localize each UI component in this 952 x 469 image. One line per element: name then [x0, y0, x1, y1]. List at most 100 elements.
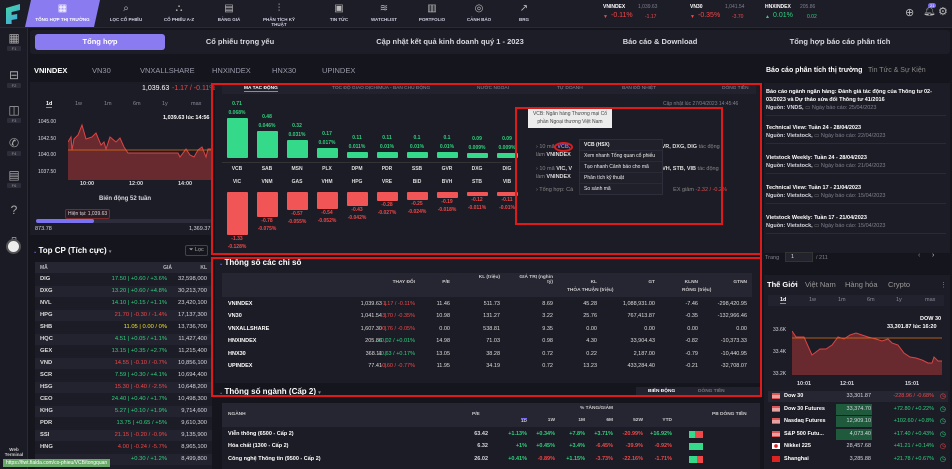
header-period-6m[interactable]: 6M — [606, 418, 613, 423]
toggle-dong-tien[interactable]: DÒNG TIỀN — [698, 389, 725, 394]
header-period-1w[interactable]: 1W — [547, 418, 555, 423]
nav-c-phi-u-a-z[interactable]: ⛬ CỔ PHIẾU A-Z — [155, 0, 203, 27]
report-title[interactable]: Báo cáo ngành ngân hàng: Đánh giá tác độ… — [766, 89, 932, 103]
bar-positive-gvr[interactable] — [436, 152, 458, 158]
bar-negative-vre[interactable] — [376, 192, 398, 202]
sidebar-item-help-icon[interactable]: ? — [0, 203, 28, 217]
alarm-clock-icon[interactable]: ◷ — [939, 456, 946, 463]
period-1y[interactable]: 1y — [162, 101, 168, 107]
period-6m[interactable]: 6m — [133, 101, 141, 107]
nav-ph-n-t-ch-k-thu-t[interactable]: ⫶ PHÂN TÍCH KỸ THUẬT — [255, 0, 303, 27]
table-row[interactable]: SCR 7.59 | +0.30 / +4.1% 10,694,400 — [35, 370, 212, 381]
table-row[interactable]: CEO 24.40 | +0.40 / +1.7% 10,498,300 — [35, 394, 212, 405]
header-period-1m[interactable]: 1M — [578, 418, 585, 423]
impact-tab-2[interactable]: NƯỚC NGOAI — [477, 86, 509, 91]
bell-icon[interactable]: 🔔︎ — [923, 6, 936, 17]
bar-positive-dig[interactable] — [496, 152, 518, 158]
sector-row[interactable]: Hóa chất (1300 - Cấp 2) 6.32 +1% +0.45% +3.4… — [222, 441, 760, 452]
header-period-1d[interactable]: 1D — [520, 418, 527, 424]
index-tab-hnx30[interactable]: HNX30 — [272, 66, 297, 75]
nav-b-ng-gi-[interactable]: ▤ BẢNG GIÁ — [205, 0, 253, 27]
report-title[interactable]: Vietstock Weekly: Tuần 24 - 28/04/2023 — [766, 155, 867, 161]
user-avatar[interactable] — [6, 239, 21, 254]
alarm-clock-icon[interactable]: ◷ — [939, 430, 946, 438]
ticker-vnindex[interactable]: VNINDEX 1,039.63 ▼ -0.11% -1.17 — [603, 3, 683, 25]
table-row[interactable]: DIG 17.50 | +0.60 / +3.6% 32,598,000 — [35, 274, 212, 285]
world-tab-0[interactable]: Thế Giới — [767, 280, 798, 289]
bar-positive-pdr[interactable] — [376, 151, 398, 158]
sidebar-item-f3[interactable]: ◫ F3 — [0, 103, 28, 123]
vcb-link[interactable]: VCB, — [554, 142, 574, 152]
report-title[interactable]: Technical View: Tuần 17 - 21/04/2023 — [766, 185, 862, 191]
table-row[interactable]: NVL 14.10 | +0.15 / +1.1% 23,420,100 — [35, 298, 212, 309]
bar-negative-bid[interactable] — [406, 192, 428, 201]
bar-negative-bvh[interactable] — [436, 192, 458, 199]
index-row-vnxallshare[interactable]: VNXALLSHARE 1,607.30 0.00 538.81 9.35 0.00 0.0… — [222, 324, 752, 335]
alarm-clock-icon[interactable]: ◷ — [939, 393, 946, 400]
nav-portfolio[interactable]: ▥ PORTFOLIO — [408, 0, 456, 27]
subtab-2[interactable]: Cập nhật kết quả kinh doanh quý 1 - 2023 — [376, 37, 524, 46]
right-tab-0[interactable]: Báo cáo phân tích thị trường — [766, 67, 863, 74]
world-index-row[interactable]: Dow 30 33,301.87 -228.96 / -0.68% ◷ — [768, 391, 948, 402]
nav-t-ng-h-p-th-tr-ng[interactable]: ▦ TỔNG HỢP THỊ TRƯỜNG — [25, 0, 100, 27]
world-period-1y[interactable]: 1y — [896, 297, 902, 303]
context-menu-item[interactable]: Xem nhanh Tổng quan cổ phiếu — [580, 150, 662, 161]
report-title[interactable]: Technical View: Tuần 24 - 28/04/2023 — [766, 125, 862, 131]
bar-positive-sab[interactable] — [256, 130, 278, 158]
bar-positive-dxg[interactable] — [466, 152, 488, 158]
bar-negative-vic[interactable] — [226, 192, 248, 235]
nav-l-c-c-phi-u[interactable]: ⌕ LỌC CỔ PHIẾU — [102, 0, 150, 27]
toggle-bien-dong[interactable]: BIẾN ĐỘNG — [648, 389, 676, 394]
table-row[interactable]: SHB 11.05 | 0.00 / 0% 13,736,700 — [35, 322, 212, 333]
bar-positive-vcb[interactable] — [226, 118, 248, 158]
world-index-row[interactable]: S&P 500 Futu... 4,073.40 +17.40 / +0.43% ◷ — [768, 428, 948, 440]
alarm-clock-icon[interactable]: ◷ — [939, 405, 946, 413]
index-row-upindex[interactable]: UPINDEX 77.41 11.95 34.19 0.72 13.23 433,284.4… — [222, 361, 752, 372]
sidebar-item-f2[interactable]: ⊟ F2 — [0, 68, 28, 88]
world-tab-1[interactable]: Việt Nam — [805, 280, 836, 289]
globe-icon[interactable]: ⊕ — [905, 7, 915, 19]
index-tab-vnxallshare[interactable]: VNXALLSHARE — [140, 66, 195, 75]
sidebar-item-f1[interactable]: ▦ F1 — [0, 31, 28, 51]
bar-negative-stb[interactable] — [466, 192, 488, 196]
fialda-logo[interactable] — [6, 4, 20, 24]
period-1d[interactable]: 1d — [46, 101, 53, 108]
index-row-vnindex[interactable]: VNINDEX 1,039.63 11.46 511.73 8.69 45.28 1,088… — [222, 299, 752, 310]
impact-tab-4[interactable]: BAN ĐỒ NHIỆT — [622, 86, 657, 91]
report-title[interactable]: Vietstock Weekly: Tuần 17 - 21/04/2023 — [766, 215, 867, 221]
impact-tab-1[interactable]: TOC ĐỘ GIAO DỊCH/MUA - BAN CHỦ ĐỘNG — [332, 86, 431, 91]
world-period-6m[interactable]: 6m — [867, 297, 875, 303]
index-tab-upindex[interactable]: UPINDEX — [322, 66, 356, 75]
world-tab-3[interactable]: Crypto — [888, 280, 911, 289]
period-1w[interactable]: 1w — [75, 101, 83, 107]
alarm-clock-icon[interactable]: ◷ — [939, 418, 946, 426]
more-menu-icon[interactable]: ⋮ — [940, 282, 947, 289]
prev-page-button[interactable]: ‹ — [918, 252, 921, 259]
impact-tab-0[interactable]: MA TAC ĐỘNG — [244, 86, 278, 92]
table-row[interactable]: HPG 21.70 | -0.30 / -1.4% 17,137,300 — [35, 310, 212, 321]
world-period-1w[interactable]: 1w — [809, 297, 817, 303]
bar-negative-hpg[interactable] — [346, 192, 368, 206]
nav-tin-t-c[interactable]: ▣ TIN TỨC — [315, 0, 363, 27]
settings-gear-icon[interactable]: ⚙ — [938, 6, 948, 18]
index-tab-vnindex[interactable]: VNINDEX — [34, 66, 68, 75]
context-menu-item[interactable]: Tạo nhanh Cảnh báo cho mã — [580, 161, 662, 172]
bar-negative-vib[interactable] — [496, 192, 518, 196]
world-period-max[interactable]: max — [925, 297, 936, 303]
subtab-1[interactable]: Cổ phiếu trọng yếu — [205, 37, 275, 46]
table-row[interactable]: KHG 5.27 | +0.10 / +1.9% 9,714,600 — [35, 406, 212, 417]
report-item[interactable]: Vietstock Weekly: Tuần 17 - 21/04/2023 Ng… — [766, 214, 946, 234]
world-tab-2[interactable]: Hàng hóa — [845, 280, 878, 289]
right-tab-1[interactable]: Tin Tức & Sự Kiện — [868, 67, 926, 74]
table-row[interactable]: GEX 13.15 | +0.35 / +2.7% 11,215,400 — [35, 346, 212, 357]
world-index-row[interactable]: Nasdaq Futures 12,909.10 +102.60 / +0.8% ◷ — [768, 416, 948, 428]
world-index-row[interactable]: Shanghai 3,285.88 +21.78 / +0.67% ◷ — [768, 454, 948, 465]
world-period-1d[interactable]: 1d — [780, 297, 787, 304]
context-menu-item[interactable]: Phân tích kỹ thuật — [580, 172, 662, 183]
header-period-ytd[interactable]: YTD — [662, 418, 672, 423]
nav-c-nh-b-o[interactable]: ◎ CẢNH BÁO — [455, 0, 503, 27]
subtab-4[interactable]: Tổng hợp báo cáo phân tích — [789, 37, 891, 46]
subtab-0[interactable]: Tổng hợp — [35, 34, 165, 50]
table-row[interactable]: HNG 4.00 | -0.24 / -5.7% 8,965,100 — [35, 442, 212, 453]
report-item[interactable]: Technical View: Tuần 17 - 21/04/2023 Nguồ… — [766, 184, 946, 204]
